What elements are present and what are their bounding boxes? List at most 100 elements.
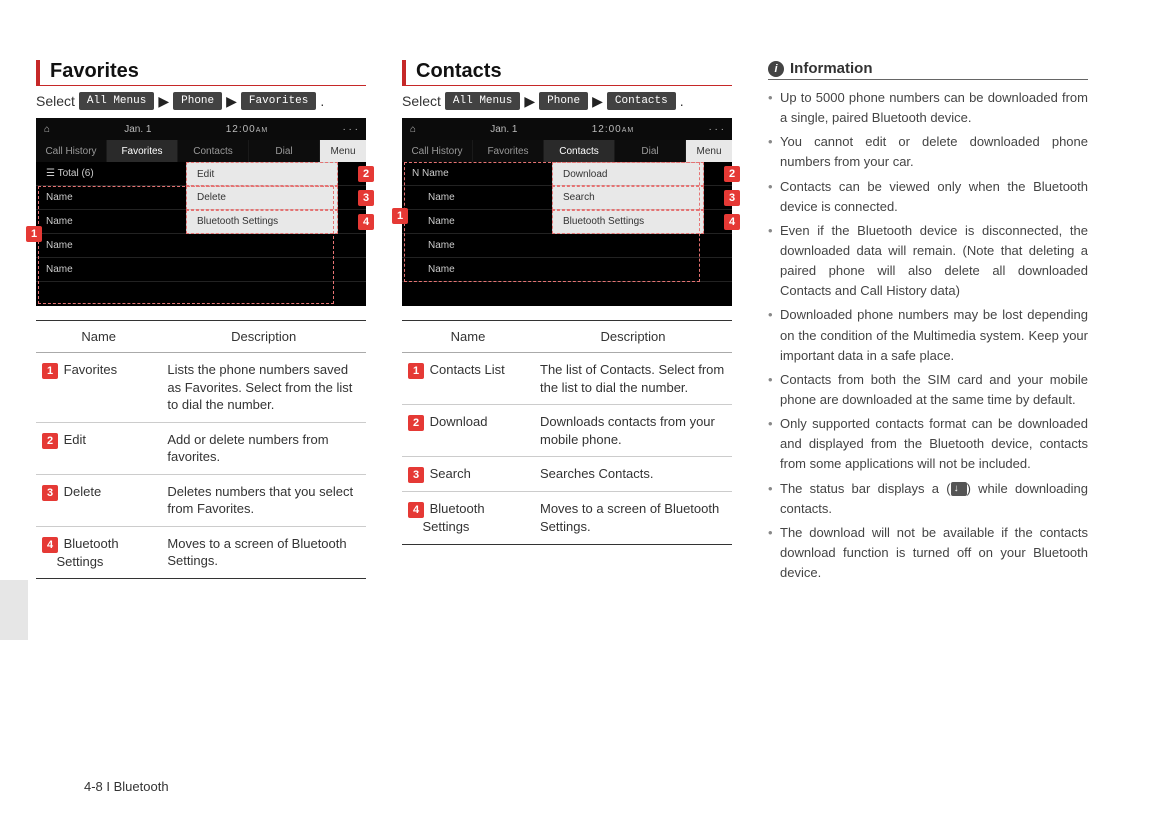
num-badge: 4	[42, 537, 58, 553]
callout-badge: 4	[358, 214, 374, 230]
table-head: Name	[36, 321, 161, 353]
mock-ampm: AM	[256, 127, 269, 134]
row-desc: The list of Contacts. Select from the li…	[534, 353, 732, 405]
btn-all-menus: All Menus	[79, 92, 154, 110]
favorites-column: Favorites Select All Menus ▶ Phone ▶ Fav…	[36, 60, 366, 587]
contacts-table: Name Description 1 Contacts List The lis…	[402, 320, 732, 545]
num-badge: 1	[42, 363, 58, 379]
mock-list-row: Name	[402, 258, 732, 282]
information-item: Only supported contacts format can be do…	[768, 414, 1088, 474]
favorites-breadcrumb: Select All Menus ▶ Phone ▶ Favorites .	[36, 92, 366, 110]
callout-badge: 1	[392, 208, 408, 224]
mock-ampm: AM	[622, 127, 635, 134]
mock-tab: Dial	[615, 140, 686, 162]
table-head: Description	[534, 321, 732, 353]
information-column: i Information Up to 5000 phone numbers c…	[768, 60, 1088, 587]
mock-menu-button: Menu	[320, 140, 366, 162]
mock-dropdown: Edit Delete Bluetooth Settings	[186, 162, 338, 234]
information-list: Up to 5000 phone numbers can be download…	[768, 88, 1088, 583]
information-item: You cannot edit or delete downloaded pho…	[768, 132, 1088, 172]
favorites-table: Name Description 1 Favorites Lists the p…	[36, 320, 366, 579]
chevron-right-icon: ▶	[226, 93, 237, 110]
num-badge: 2	[408, 415, 424, 431]
num-badge: 4	[408, 502, 424, 518]
row-name: Settings	[56, 554, 103, 569]
information-item: Up to 5000 phone numbers can be download…	[768, 88, 1088, 128]
table-row: 1 Favorites Lists the phone numbers save…	[36, 353, 366, 423]
page-edge-tab	[0, 580, 28, 640]
chevron-right-icon: ▶	[524, 93, 535, 110]
table-row: 4 Bluetooth Settings Moves to a screen o…	[402, 492, 732, 545]
row-desc: Add or delete numbers from favorites.	[161, 422, 366, 474]
mock-tab: Contacts	[178, 140, 249, 162]
row-name: Favorites	[64, 362, 117, 377]
contacts-breadcrumb: Select All Menus ▶ Phone ▶ Contacts .	[402, 92, 732, 110]
callout-badge: 3	[358, 190, 374, 206]
table-row: 4 Bluetooth Settings Moves to a screen o…	[36, 526, 366, 579]
mock-dropdown: Download Search Bluetooth Settings	[552, 162, 704, 234]
table-row: 2 Download Downloads contacts from your …	[402, 405, 732, 457]
mock-time: 12:00	[592, 124, 622, 135]
row-name: Settings	[422, 519, 469, 534]
row-desc: Deletes numbers that you select from Fav…	[161, 474, 366, 526]
information-item: Contacts can be viewed only when the Blu…	[768, 177, 1088, 217]
download-status-icon	[951, 482, 967, 496]
mock-tab: Contacts	[544, 140, 615, 162]
mock-date: Jan. 1	[490, 124, 517, 135]
row-desc: Downloads contacts from your mobile phon…	[534, 405, 732, 457]
mock-tab: Favorites	[107, 140, 178, 162]
row-name: Contacts List	[430, 362, 505, 377]
row-desc: Searches Contacts.	[534, 457, 732, 492]
table-row: 2 Edit Add or delete numbers from favori…	[36, 422, 366, 474]
mock-tab: Call History	[36, 140, 107, 162]
information-item: Even if the Bluetooth device is disconne…	[768, 221, 1088, 302]
callout-badge: 3	[724, 190, 740, 206]
mock-home-icon: ⌂	[44, 124, 50, 135]
mock-list-row: Name	[36, 258, 366, 282]
mock-dropdown-item: Bluetooth Settings	[552, 210, 704, 234]
period: .	[320, 93, 324, 109]
favorites-heading: Favorites	[36, 60, 366, 86]
num-badge: 2	[42, 433, 58, 449]
btn-all-menus: All Menus	[445, 92, 520, 110]
information-item: Contacts from both the SIM card and your…	[768, 370, 1088, 410]
mock-home-icon: ⌂	[410, 124, 416, 135]
mock-dropdown-item: Delete	[186, 186, 338, 210]
btn-phone: Phone	[539, 92, 588, 110]
callout-badge: 2	[358, 166, 374, 182]
table-head: Name	[402, 321, 534, 353]
mock-tab: Call History	[402, 140, 473, 162]
period: .	[680, 93, 684, 109]
mock-list-row: Name	[36, 234, 366, 258]
information-header: i Information	[768, 60, 1088, 80]
row-name: Download	[430, 414, 488, 429]
callout-badge: 4	[724, 214, 740, 230]
chevron-right-icon: ▶	[158, 93, 169, 110]
row-name: Edit	[64, 432, 86, 447]
mock-dropdown-item: Search	[552, 186, 704, 210]
row-desc: Lists the phone numbers saved as Favorit…	[161, 353, 366, 423]
page-footer: 4-8 I Bluetooth	[84, 779, 169, 794]
btn-favorites: Favorites	[241, 92, 316, 110]
table-row: 1 Contacts List The list of Contacts. Se…	[402, 353, 732, 405]
mock-dropdown-item: Edit	[186, 162, 338, 186]
mock-dropdown-item: Download	[552, 162, 704, 186]
select-label: Select	[36, 93, 75, 109]
information-heading: Information	[790, 60, 873, 77]
mock-menu-button: Menu	[686, 140, 732, 162]
information-item: The download will not be available if th…	[768, 523, 1088, 583]
callout-badge: 1	[26, 226, 42, 242]
btn-phone: Phone	[173, 92, 222, 110]
row-desc: Moves to a screen of Bluetooth Settings.	[161, 526, 366, 579]
contacts-screenshot: ⌂ Jan. 1 12:00AM · · · Call History Favo…	[402, 118, 732, 306]
contacts-heading: Contacts	[402, 60, 732, 86]
mock-tab: Dial	[249, 140, 320, 162]
row-name: Search	[430, 466, 471, 481]
num-badge: 3	[408, 467, 424, 483]
mock-status-icons: · · ·	[342, 124, 358, 135]
table-head: Description	[161, 321, 366, 353]
num-badge: 3	[42, 485, 58, 501]
mock-date: Jan. 1	[124, 124, 151, 135]
table-row: 3 Search Searches Contacts.	[402, 457, 732, 492]
chevron-right-icon: ▶	[592, 93, 603, 110]
